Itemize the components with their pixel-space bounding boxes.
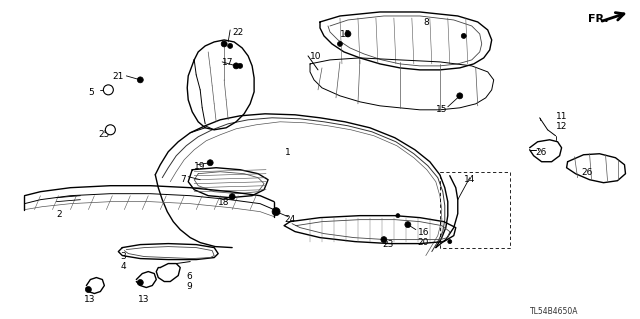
Circle shape: [405, 222, 411, 228]
Circle shape: [228, 43, 233, 48]
Text: 20: 20: [418, 238, 429, 247]
Text: 6: 6: [186, 271, 192, 280]
Circle shape: [229, 194, 235, 200]
Text: 12: 12: [556, 122, 567, 131]
Text: 5: 5: [88, 88, 94, 97]
Circle shape: [448, 240, 452, 244]
Text: 16: 16: [418, 228, 429, 237]
Text: 15: 15: [340, 30, 351, 39]
Text: 1: 1: [285, 148, 291, 157]
Text: 15: 15: [436, 105, 447, 114]
Text: 13: 13: [138, 294, 150, 303]
Text: 23: 23: [382, 240, 393, 249]
Text: 4: 4: [120, 262, 126, 271]
Circle shape: [104, 85, 113, 95]
Circle shape: [461, 33, 467, 38]
Circle shape: [106, 125, 115, 135]
Text: 26: 26: [536, 148, 547, 157]
Text: 7: 7: [180, 175, 186, 184]
Circle shape: [138, 279, 143, 286]
Text: 26: 26: [582, 168, 593, 177]
Text: 17: 17: [222, 58, 234, 67]
Text: 21: 21: [113, 72, 124, 81]
Circle shape: [207, 160, 213, 166]
Text: 13: 13: [84, 294, 96, 303]
Circle shape: [381, 237, 387, 242]
Text: 14: 14: [464, 175, 475, 184]
Circle shape: [457, 93, 463, 99]
Circle shape: [237, 63, 243, 68]
Circle shape: [85, 286, 92, 293]
Text: TL54B4650A: TL54B4650A: [530, 308, 578, 316]
Circle shape: [272, 208, 280, 216]
Text: 11: 11: [556, 112, 567, 121]
Circle shape: [337, 41, 342, 47]
Text: 9: 9: [186, 282, 192, 291]
Text: 25: 25: [99, 130, 109, 139]
Text: 22: 22: [232, 28, 243, 37]
Text: 19: 19: [194, 162, 205, 171]
Text: 18: 18: [218, 198, 230, 207]
Text: FR.: FR.: [588, 14, 608, 24]
Text: 3: 3: [120, 252, 126, 261]
Circle shape: [221, 41, 227, 47]
Circle shape: [138, 77, 143, 83]
Text: 2: 2: [56, 210, 62, 219]
Text: 24: 24: [284, 215, 295, 224]
Text: 8: 8: [424, 18, 429, 27]
Circle shape: [345, 31, 351, 37]
Circle shape: [233, 63, 239, 69]
Text: 10: 10: [310, 52, 321, 61]
Circle shape: [396, 214, 400, 218]
